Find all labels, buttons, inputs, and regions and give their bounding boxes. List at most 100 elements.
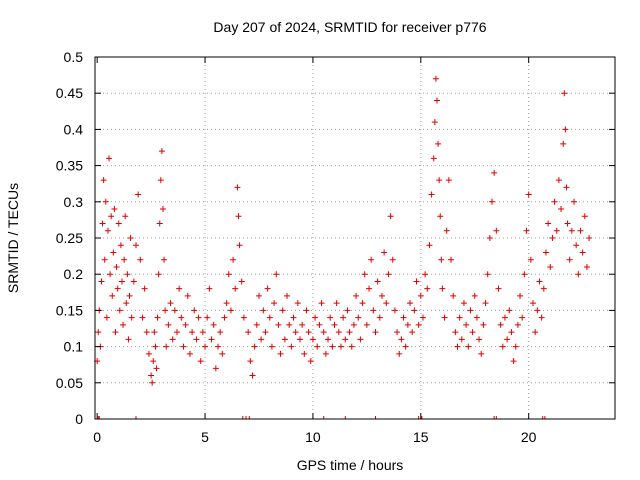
data-point	[454, 343, 461, 350]
data-point	[583, 263, 590, 270]
data-point	[130, 278, 137, 285]
data-point	[361, 271, 368, 278]
data-point	[281, 336, 288, 343]
data-point	[394, 329, 401, 336]
y-axis-label: SRMTID / TECUs	[5, 183, 21, 293]
data-point	[191, 307, 198, 314]
data-point	[249, 372, 256, 379]
data-point	[486, 235, 493, 241]
data-point	[100, 177, 107, 184]
data-point	[225, 271, 232, 278]
data-point	[435, 140, 442, 147]
data-point	[493, 227, 500, 234]
data-point	[452, 329, 459, 336]
data-point	[419, 314, 426, 321]
x-tick-label: 20	[521, 429, 537, 445]
data-point	[482, 300, 489, 307]
axis-ticks	[95, 56, 615, 420]
data-point	[234, 184, 241, 191]
data-point	[424, 285, 431, 292]
data-point	[396, 350, 403, 357]
data-point	[232, 285, 239, 292]
data-point	[463, 321, 470, 328]
data-point	[437, 213, 444, 220]
data-point	[540, 285, 547, 292]
data-point	[277, 350, 284, 357]
data-point	[404, 321, 411, 328]
data-point	[235, 213, 242, 220]
data-point	[251, 343, 258, 350]
y-tick-label: 0.5	[64, 49, 84, 65]
x-tick-label: 10	[305, 429, 321, 445]
data-point	[227, 307, 234, 314]
data-point	[523, 227, 530, 234]
data-point	[204, 314, 211, 321]
data-point	[271, 300, 278, 307]
y-tick-label: 0.3	[64, 194, 84, 210]
data-point	[202, 343, 209, 350]
data-point	[255, 292, 262, 299]
data-point	[514, 321, 521, 328]
data-point	[186, 350, 193, 357]
data-point	[426, 242, 433, 249]
data-point	[127, 235, 134, 241]
y-tick-labels: 0 0.05 0.1 0.15 0.2 0.25 0.3 0.35 0.4 0.45 0.5	[56, 49, 83, 427]
x-tick-label: 15	[413, 429, 429, 445]
data-point	[268, 343, 275, 350]
data-point	[121, 256, 128, 263]
data-point	[325, 336, 332, 343]
data-point	[212, 365, 219, 372]
data-point	[176, 285, 183, 292]
data-point	[107, 271, 114, 278]
data-point	[495, 285, 502, 292]
data-point	[409, 329, 416, 336]
data-point	[208, 336, 215, 343]
data-point	[353, 292, 360, 299]
data-point	[99, 220, 106, 227]
data-point	[273, 271, 280, 278]
data-point	[545, 220, 552, 227]
data-point	[436, 177, 443, 184]
data-point	[402, 343, 409, 350]
data-point	[344, 307, 351, 314]
data-point	[501, 314, 508, 321]
data-point	[530, 300, 537, 307]
data-point	[431, 119, 438, 126]
data-point	[432, 75, 439, 82]
data-point	[173, 329, 180, 336]
data-point	[253, 321, 260, 328]
data-point	[497, 321, 504, 328]
data-point	[115, 220, 122, 227]
data-point	[195, 314, 202, 321]
data-point	[357, 336, 364, 343]
data-point	[499, 343, 506, 350]
y-tick-label: 0.25	[56, 230, 83, 246]
data-point	[415, 321, 422, 328]
y-tick-label: 0.4	[64, 121, 84, 137]
data-point	[223, 300, 230, 307]
data-point	[562, 126, 569, 133]
data-point	[547, 263, 554, 270]
data-point	[318, 300, 325, 307]
data-point	[312, 314, 319, 321]
data-point	[206, 285, 213, 292]
data-point	[456, 314, 463, 321]
data-point	[443, 227, 450, 234]
data-point	[471, 292, 478, 299]
data-point	[561, 90, 568, 97]
data-point	[113, 263, 120, 270]
y-tick-label: 0.2	[64, 266, 84, 282]
data-point	[286, 321, 293, 328]
data-point	[157, 177, 164, 184]
x-axis-label: GPS time / hours	[297, 457, 404, 473]
x-tick-labels: 0 5 10 15 20	[93, 429, 536, 445]
y-tick-label: 0.15	[56, 302, 83, 318]
data-point	[329, 343, 336, 350]
data-point	[506, 307, 513, 314]
data-point	[116, 307, 123, 314]
data-point	[178, 314, 185, 321]
data-point	[348, 343, 355, 350]
data-point	[110, 249, 117, 256]
data-point	[299, 321, 306, 328]
data-point	[240, 314, 247, 321]
